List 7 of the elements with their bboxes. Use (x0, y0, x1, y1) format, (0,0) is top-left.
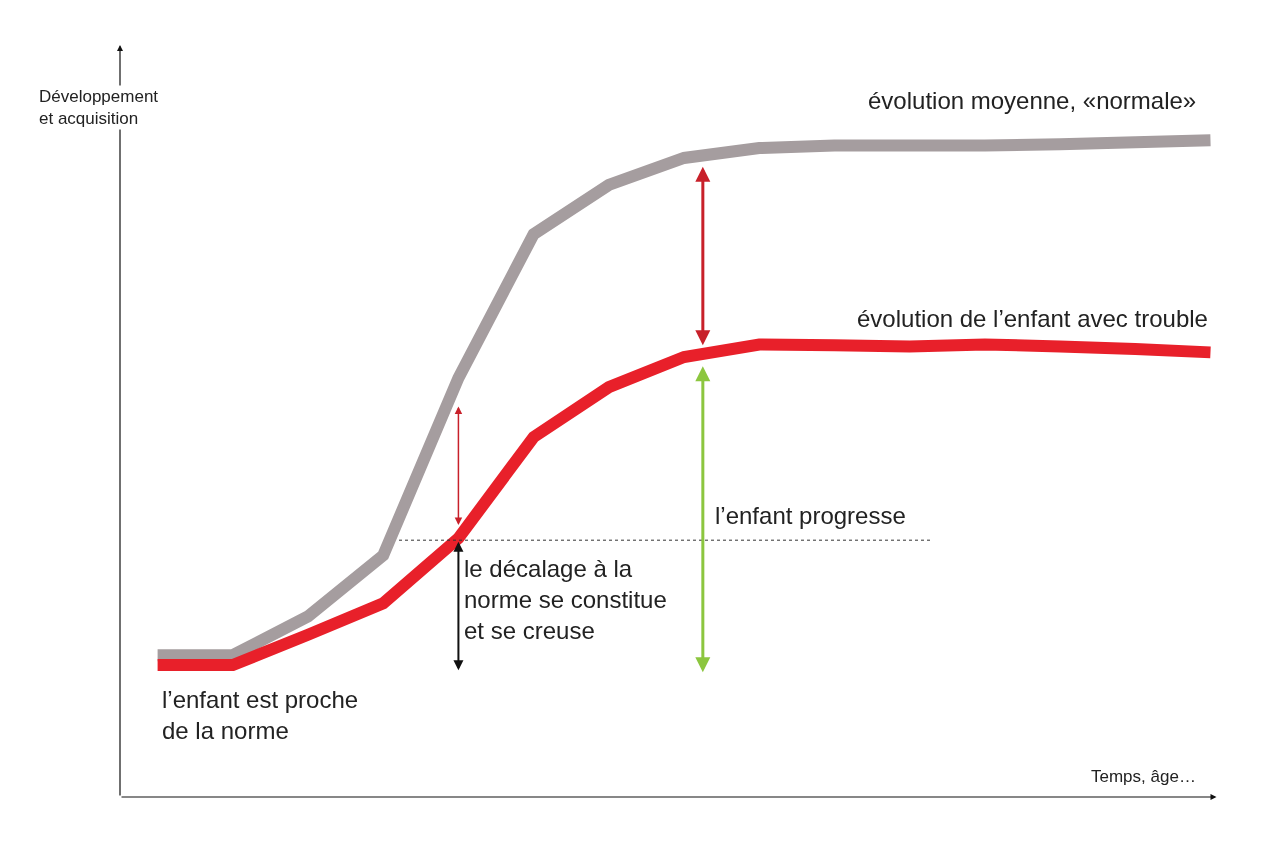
y-axis-title: Développement et acquisition (39, 87, 159, 129)
series-label: évolution de l’enfant avec trouble (857, 305, 1208, 332)
x-axis-title: Temps, âge… (1091, 767, 1196, 786)
series-label: évolution moyenne, «normale» (868, 87, 1197, 114)
annotation: le décalage à la norme se constitue et se creuse (464, 555, 667, 645)
annotation: l’enfant est proche de la norme (162, 686, 359, 745)
annotation: l’enfant progresse (715, 502, 906, 529)
